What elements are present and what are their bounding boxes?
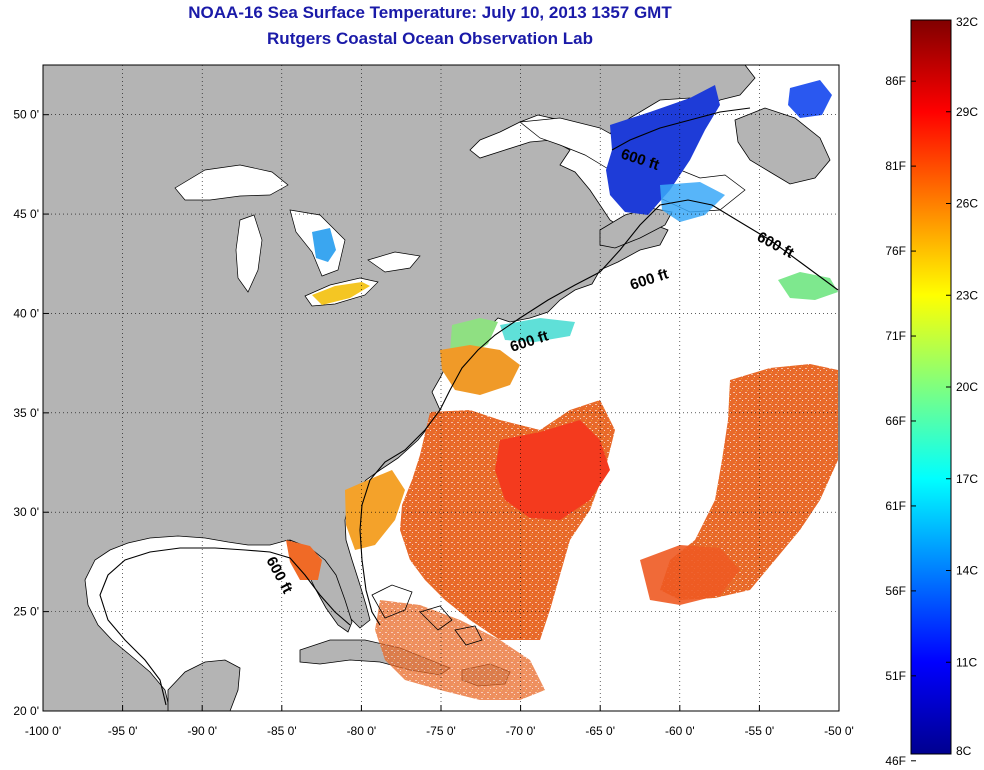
sst-cold-region bbox=[606, 85, 720, 215]
lat-tick-label: 35 0' bbox=[13, 406, 39, 420]
colorbar-f-label: 51F bbox=[885, 669, 906, 683]
lon-tick-label: -80 0' bbox=[347, 724, 377, 738]
figure-subtitle: Rutgers Coastal Ocean Observation Lab bbox=[267, 29, 593, 48]
lat-tick-label: 40 0' bbox=[13, 306, 39, 320]
yucatan bbox=[167, 659, 241, 711]
colorbar-f-label: 76F bbox=[885, 244, 906, 258]
colorbar-c-label: 11C bbox=[956, 655, 977, 669]
lon-tick-label: -85 0' bbox=[267, 724, 297, 738]
sst-caribbean-speckle bbox=[375, 600, 545, 700]
sst-lake-erie bbox=[312, 282, 370, 305]
sst-sargasso-warm bbox=[640, 545, 740, 605]
map-axes: -100 0' -95 0' -90 0' -85 0' -80 0' -75 0' -70… bbox=[13, 108, 853, 738]
lake-ontario bbox=[367, 251, 421, 273]
lon-tick-label: -65 0' bbox=[585, 724, 615, 738]
colorbar-c-label: 14C bbox=[956, 564, 978, 578]
lake-michigan bbox=[235, 214, 263, 293]
colorbar-f-label: 61F bbox=[885, 499, 906, 513]
sst-cool-region bbox=[660, 182, 725, 222]
colorbar-c-label: 20C bbox=[956, 380, 978, 394]
lake-superior bbox=[174, 164, 289, 201]
sst-lake-michigan bbox=[312, 228, 336, 262]
colorbar-f-label: 66F bbox=[885, 414, 906, 428]
colorbar-ticks: 32C 29C 26C 23C 20C 17C 14C 11C 8C 86F 81F 76F 71F 66… bbox=[885, 15, 978, 768]
lon-tick-label: -60 0' bbox=[665, 724, 695, 738]
map-grid bbox=[43, 65, 839, 711]
colorbar-c-label: 17C bbox=[956, 472, 978, 486]
lon-tick-label: -55 0' bbox=[745, 724, 775, 738]
bahamas bbox=[371, 584, 483, 646]
lat-tick-label: 50 0' bbox=[13, 108, 39, 122]
colorbar-f-label: 81F bbox=[885, 159, 906, 173]
lat-tick-label: 45 0' bbox=[13, 207, 39, 221]
lon-tick-label: -90 0' bbox=[187, 724, 217, 738]
colorbar-c-label: 23C bbox=[956, 288, 978, 302]
colorbar-f-label: 46F bbox=[885, 754, 906, 768]
isobath-600ft-labrador bbox=[611, 107, 751, 151]
sst-florida-gulf bbox=[286, 540, 322, 580]
colorbar-c-label: 26C bbox=[956, 197, 978, 211]
lon-tick-label: -70 0' bbox=[506, 724, 536, 738]
colorbar-f-label: 71F bbox=[885, 329, 906, 343]
colorbar bbox=[910, 19, 952, 755]
lat-tick-label: 25 0' bbox=[13, 605, 39, 619]
lat-tick-label: 20 0' bbox=[13, 704, 39, 718]
sst-east-orange bbox=[660, 364, 838, 600]
colorbar-c-label: 32C bbox=[956, 15, 978, 29]
isobath-600ft-gulf bbox=[99, 547, 351, 706]
sst-shelf-cyan bbox=[500, 318, 575, 342]
map-border bbox=[42, 64, 840, 712]
newfoundland bbox=[734, 107, 831, 185]
figure-title: NOAA-16 Sea Surface Temperature: July 10… bbox=[188, 3, 672, 22]
lon-tick-label: -100 0' bbox=[25, 724, 61, 738]
sst-warm-core bbox=[495, 420, 610, 520]
lon-tick-label: -75 0' bbox=[426, 724, 456, 738]
sst-coastal-warm bbox=[440, 345, 520, 395]
lon-tick-label: -95 0' bbox=[108, 724, 138, 738]
lon-tick-label: -50 0' bbox=[824, 724, 854, 738]
lat-tick-label: 30 0' bbox=[13, 505, 39, 519]
colorbar-f-label: 86F bbox=[885, 74, 906, 88]
colorbar-c-label: 29C bbox=[956, 105, 978, 119]
colorbar-c-label: 8C bbox=[956, 744, 972, 758]
colorbar-f-label: 56F bbox=[885, 584, 906, 598]
isobath-600ft-atlantic bbox=[359, 199, 839, 626]
sst-cold-region-2 bbox=[788, 80, 832, 118]
